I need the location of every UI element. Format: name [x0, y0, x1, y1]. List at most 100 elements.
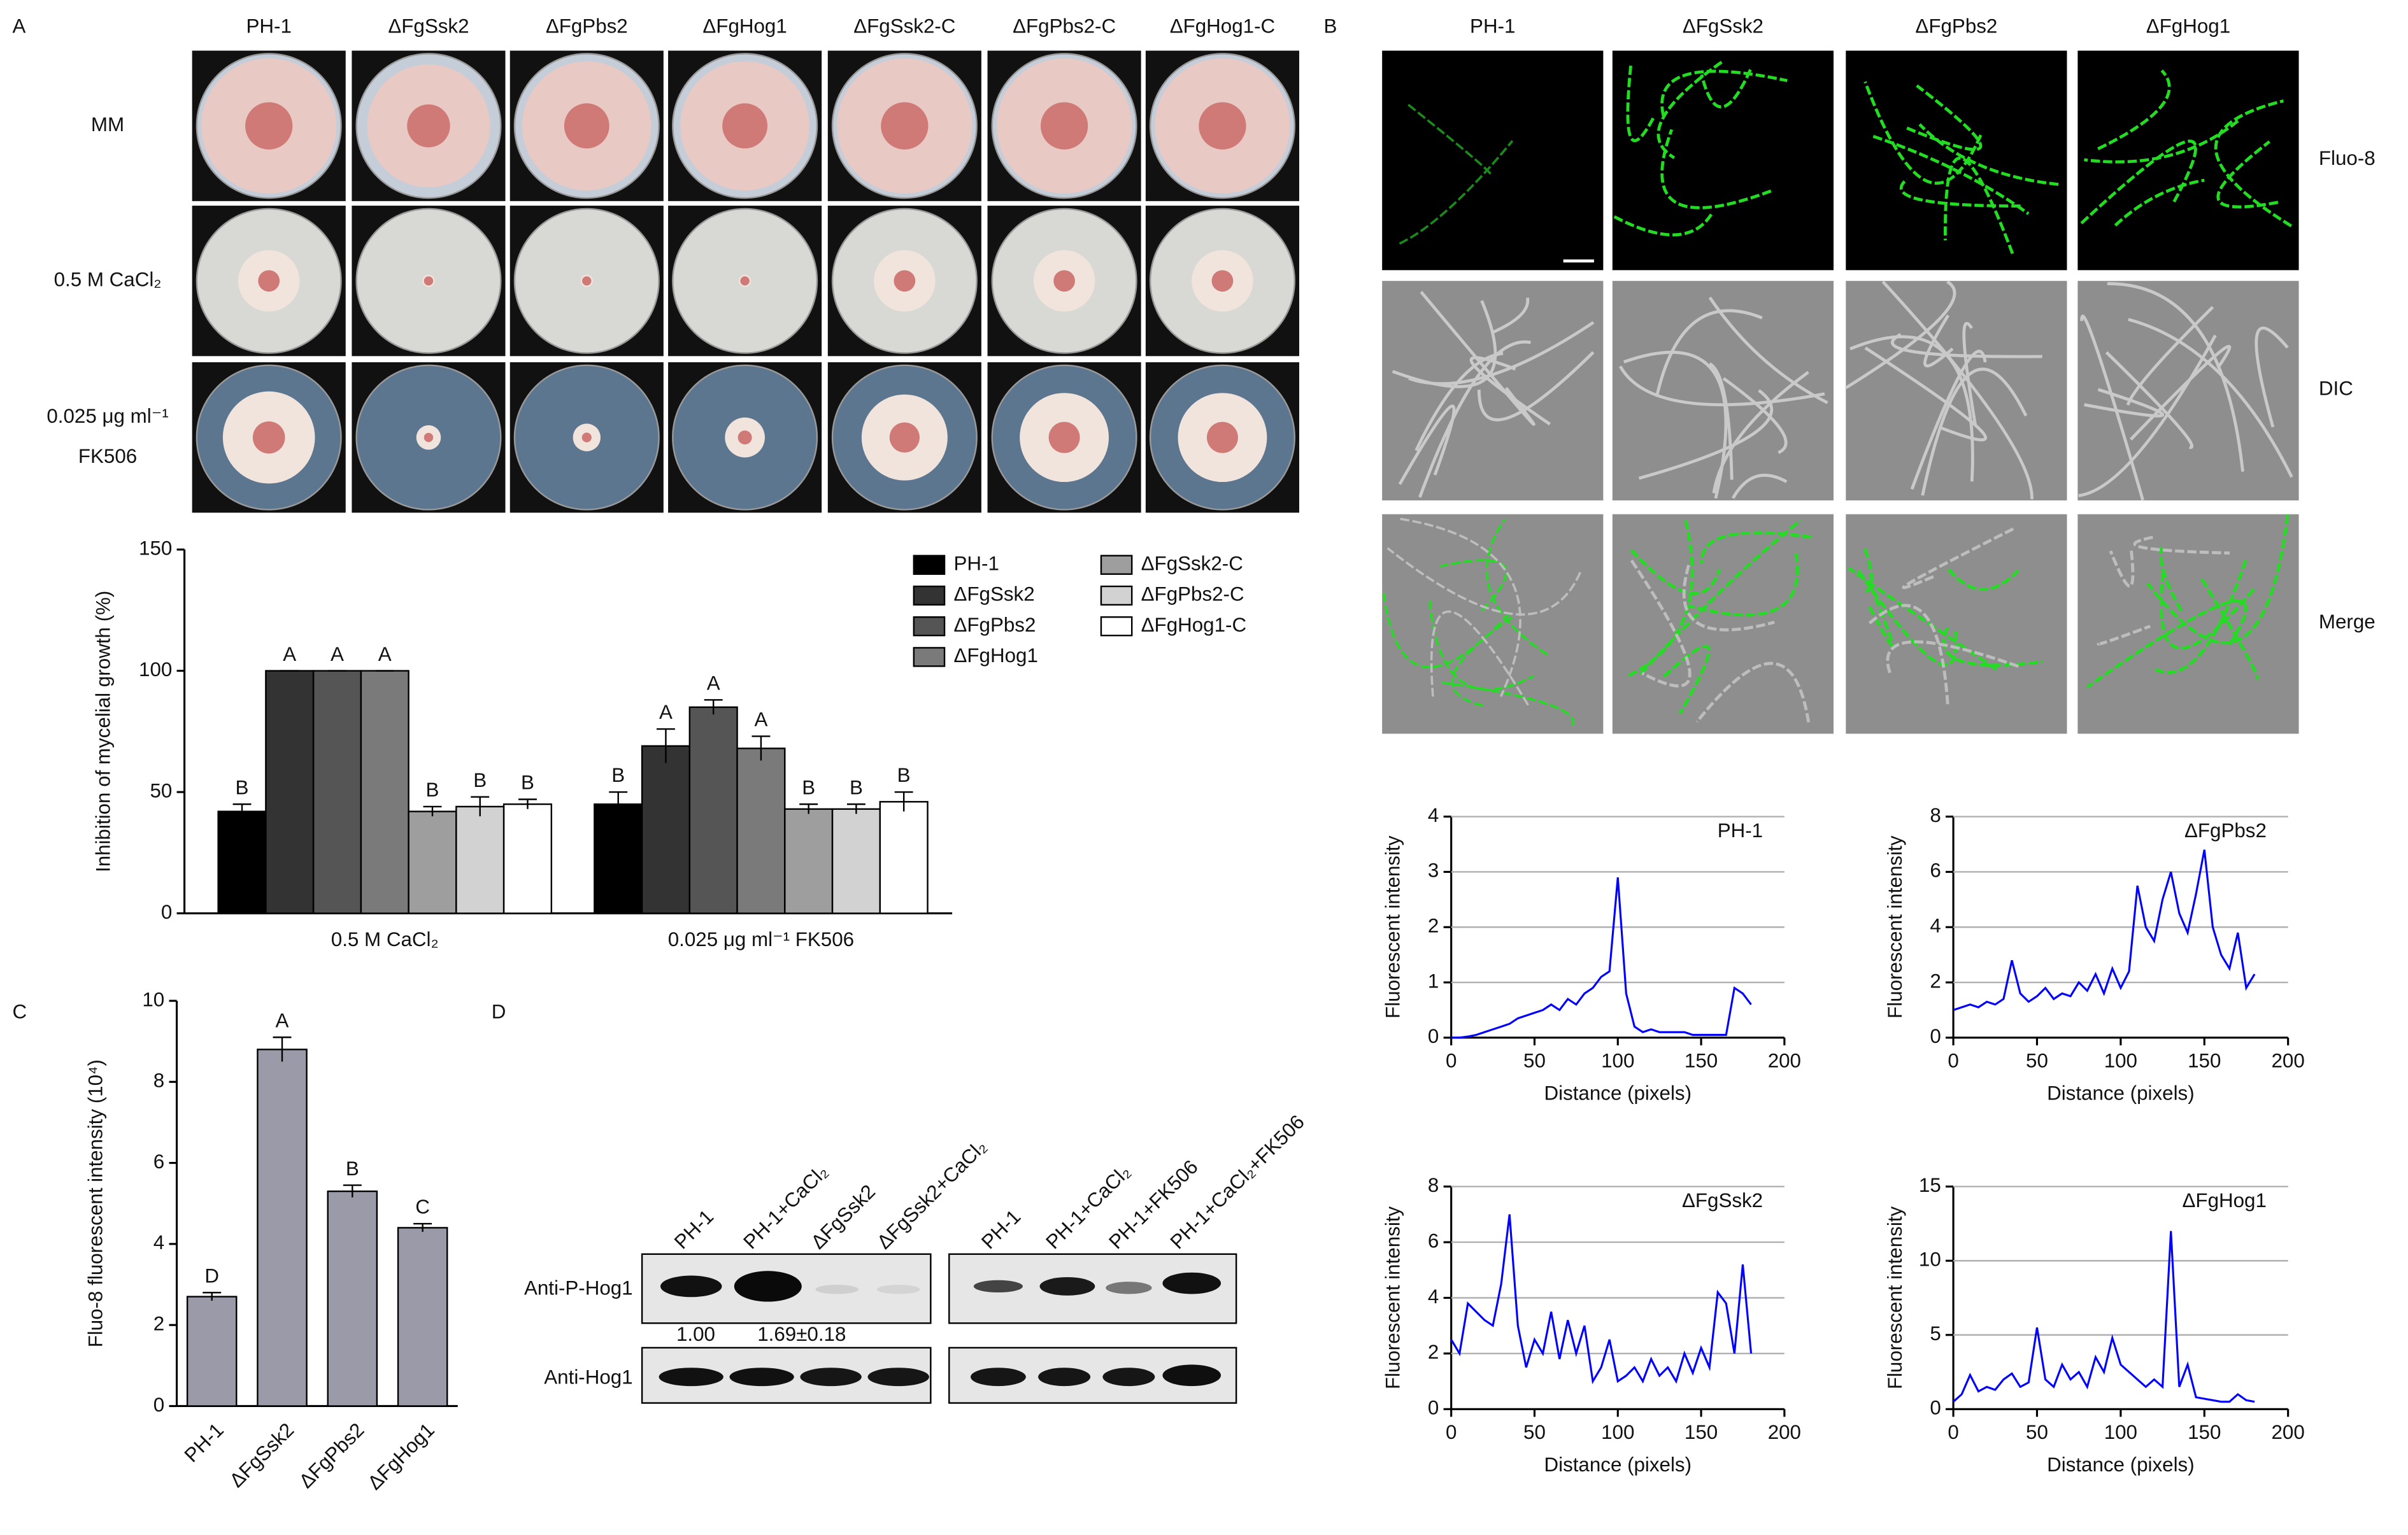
- legend-label: PH-1: [954, 553, 999, 575]
- hypha: [1918, 123, 2059, 186]
- hypha: [1660, 129, 1772, 209]
- colony-center: [740, 276, 750, 286]
- hypha: [1921, 367, 2028, 496]
- micrograph: [1612, 514, 1834, 734]
- hypha: [1886, 640, 2019, 675]
- hypha: [1485, 518, 1548, 656]
- profile-line: [1953, 849, 2256, 1011]
- significance-letter: B: [426, 779, 439, 801]
- y-tick-label: 0: [1428, 1025, 1439, 1047]
- x-axis-label: Distance (pixels): [2047, 1082, 2195, 1104]
- y-tick-label: 0: [1930, 1397, 1941, 1419]
- colony-center: [407, 104, 450, 148]
- y-tick-label: 0: [1428, 1397, 1439, 1419]
- x-tick-label: PH-1: [180, 1418, 228, 1466]
- band: [729, 1368, 794, 1387]
- hypha: [2107, 282, 2244, 472]
- hypha: [1849, 335, 1974, 482]
- row-label: DIC: [2319, 378, 2353, 400]
- column-label: ΔFgSsk2: [1683, 15, 1763, 38]
- x-tick-label: 50: [2026, 1421, 2048, 1443]
- hypha: [1700, 69, 1752, 109]
- x-tick-label: 100: [2104, 1050, 2137, 1072]
- x-axis-label: Distance (pixels): [1544, 1082, 1692, 1104]
- hypha: [2216, 140, 2279, 209]
- significance-letter: B: [611, 764, 625, 786]
- significance-letter: A: [659, 701, 673, 723]
- band: [800, 1368, 862, 1387]
- hypha: [1708, 296, 1828, 404]
- lane-label: PH-1: [977, 1205, 1025, 1253]
- band: [815, 1285, 859, 1294]
- bar: [641, 745, 691, 914]
- hypha: [1848, 567, 1998, 671]
- colony-center: [1040, 102, 1088, 150]
- hypha: [2105, 351, 2193, 449]
- y-tick-label: 4: [1930, 915, 1941, 937]
- y-axis-label: Fluorescent intensity: [1884, 1206, 1906, 1390]
- y-tick-label: 8: [1930, 804, 1941, 826]
- band: [1162, 1364, 1222, 1387]
- band: [1102, 1368, 1155, 1387]
- hypha: [2133, 535, 2230, 555]
- y-tick-label: 4: [1428, 804, 1439, 826]
- colony-center: [582, 276, 592, 286]
- x-tick-label: 0: [1948, 1421, 1958, 1443]
- significance-letter: B: [346, 1157, 359, 1180]
- x-axis-label: Distance (pixels): [1544, 1454, 1692, 1476]
- y-tick-label: 8: [153, 1070, 164, 1092]
- micrograph: [2077, 50, 2299, 271]
- blot-row-label: Anti-P-Hog1: [524, 1277, 633, 1299]
- row-label: 0.5 M CaCl₂: [54, 268, 162, 290]
- band: [1038, 1368, 1091, 1387]
- x-tick-label: 150: [1685, 1421, 1718, 1443]
- legend-label: ΔFgHog1-C: [1141, 614, 1246, 636]
- bar: [879, 801, 929, 914]
- hypha: [1867, 585, 1894, 647]
- bar: [217, 810, 267, 914]
- hypha: [1618, 365, 1825, 407]
- hypha: [1712, 371, 1809, 493]
- hypha: [1418, 340, 1531, 498]
- x-tick-label: 100: [2104, 1421, 2137, 1443]
- hypha: [1625, 520, 1694, 679]
- y-tick-label: 150: [139, 537, 172, 559]
- significance-letter: A: [707, 672, 720, 694]
- column-label: ΔFgSsk2: [388, 15, 469, 38]
- band: [876, 1285, 920, 1294]
- hypha: [2153, 559, 2248, 674]
- legend-label: ΔFgSsk2: [954, 583, 1035, 605]
- hypha: [2128, 318, 2293, 478]
- y-tick-label: 100: [139, 658, 172, 681]
- panel-label: D: [492, 1001, 506, 1023]
- column-label: ΔFgPbs2-C: [1013, 15, 1116, 38]
- x-tick-label: 50: [2026, 1050, 2048, 1072]
- hypha: [1864, 346, 1988, 442]
- significance-letter: B: [802, 776, 815, 798]
- hypha: [1382, 593, 1513, 668]
- y-tick-label: 6: [1428, 1229, 1439, 1252]
- quantification: 1.00: [676, 1323, 715, 1345]
- panel-label: C: [13, 1001, 27, 1023]
- y-tick-label: 0: [161, 901, 172, 923]
- bar: [327, 1190, 378, 1407]
- hypha: [2080, 139, 2197, 225]
- hypha: [1682, 564, 1775, 632]
- column-label: ΔFgPbs2: [546, 15, 628, 38]
- lane-label: PH-1: [670, 1205, 718, 1253]
- y-tick-label: 6: [1930, 859, 1941, 882]
- column-label: PH-1: [1470, 15, 1515, 38]
- hypha: [1891, 333, 2042, 358]
- hypha: [1400, 518, 1521, 697]
- significance-letter: C: [415, 1196, 430, 1218]
- profile-line: [1451, 877, 1752, 1039]
- hypha: [1613, 212, 1714, 237]
- y-tick-label: 4: [1428, 1285, 1439, 1308]
- x-tick-label: 0: [1948, 1050, 1958, 1072]
- significance-letter: A: [378, 643, 392, 665]
- y-tick-label: 2: [153, 1312, 164, 1334]
- lane-label: ΔFgSsk2: [807, 1180, 880, 1254]
- hypha: [1722, 377, 1788, 455]
- row-label: 0.025 μg ml⁻¹: [46, 405, 168, 427]
- bar: [408, 810, 457, 914]
